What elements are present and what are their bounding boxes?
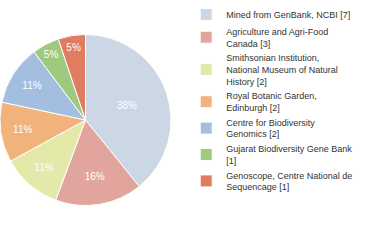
svg-text:11%: 11% xyxy=(22,80,41,91)
svg-text:Agriculture and Agri-FoodCanad: Agriculture and Agri-FoodCanada [3] xyxy=(226,27,328,49)
svg-text:16%: 16% xyxy=(85,171,105,182)
svg-text:38%: 38% xyxy=(117,100,137,111)
svg-text:11%: 11% xyxy=(13,124,32,135)
svg-text:5%: 5% xyxy=(66,42,81,53)
svg-text:5%: 5% xyxy=(44,49,59,60)
svg-text:Genoscope, Centre National deS: Genoscope, Centre National deSequencage … xyxy=(226,171,352,193)
svg-text:Mined from GenBank, NCBI [7]: Mined from GenBank, NCBI [7] xyxy=(226,10,350,20)
svg-text:Centre for BiodiversityGenomic: Centre for BiodiversityGenomics [2] xyxy=(226,118,315,140)
svg-text:Gujarat Biodiversity Gene Bank: Gujarat Biodiversity Gene Bank[1] xyxy=(226,144,352,166)
svg-text:Royal Botanic Garden,Edinburgh: Royal Botanic Garden,Edinburgh [2] xyxy=(226,91,317,113)
svg-text:11%: 11% xyxy=(34,162,53,173)
svg-text:Smithsonian Institution,Nation: Smithsonian Institution,National Museum … xyxy=(226,53,338,86)
